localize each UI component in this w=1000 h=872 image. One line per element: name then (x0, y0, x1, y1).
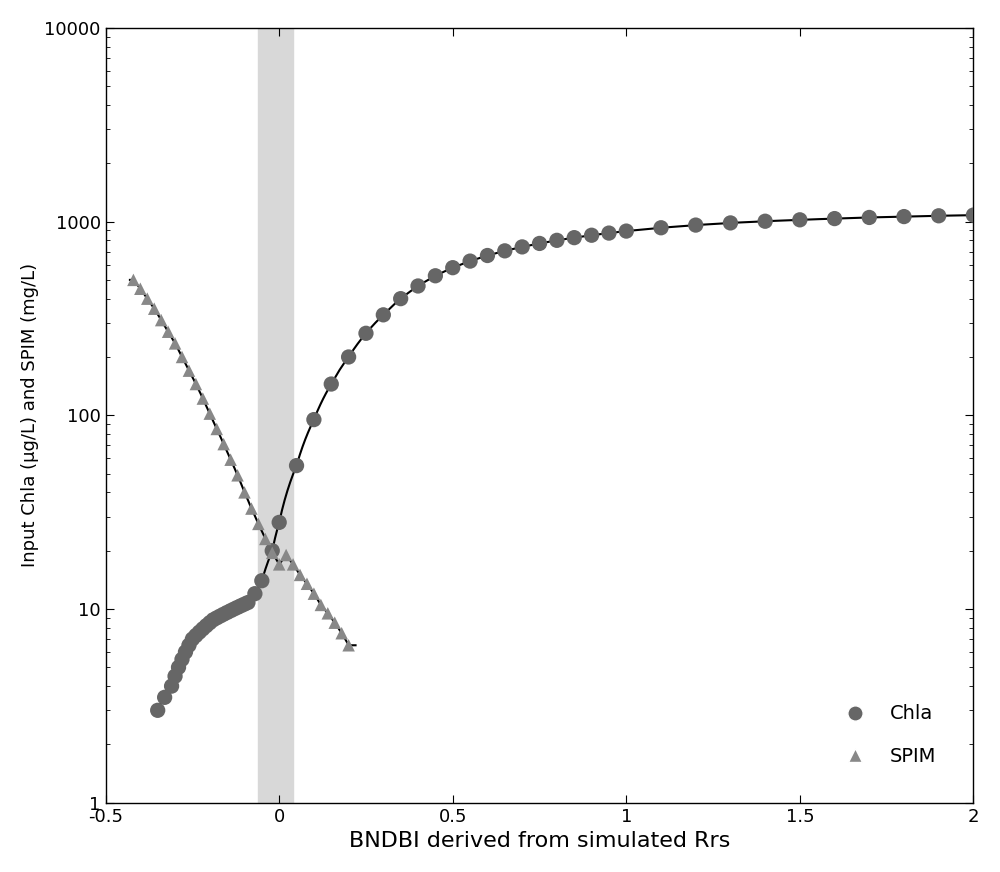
Point (549, 234, 565, 248)
Point (653, 221, 669, 235)
Point (139, 291, 155, 305)
Point (219, 605, 235, 619)
Point (323, 377, 339, 391)
Point (250, 517, 266, 531)
Point (327, 616, 343, 630)
Point (264, 546, 280, 560)
Point (150, 704, 166, 718)
Point (792, 213, 808, 227)
Point (181, 638, 197, 652)
Point (334, 626, 350, 640)
Point (375, 308, 391, 322)
Point (164, 679, 180, 693)
Point (257, 532, 273, 546)
Point (188, 377, 204, 391)
Point (174, 350, 190, 364)
Point (313, 598, 329, 612)
Point (427, 269, 443, 283)
Point (243, 501, 259, 515)
Point (861, 210, 877, 224)
Point (757, 215, 773, 228)
Point (271, 557, 287, 571)
Point (195, 392, 211, 405)
Point (230, 601, 246, 615)
Point (285, 557, 301, 571)
Point (618, 224, 634, 238)
Point (931, 208, 947, 222)
Point (514, 240, 530, 254)
Point (306, 587, 322, 601)
Point (358, 326, 374, 340)
Point (212, 609, 228, 623)
Point (223, 603, 239, 617)
Point (125, 273, 141, 287)
Point (202, 616, 218, 630)
Point (205, 613, 221, 627)
Point (306, 412, 322, 426)
Point (462, 254, 478, 268)
Point (299, 576, 315, 590)
Point (827, 212, 843, 226)
Point (292, 568, 308, 582)
Point (177, 645, 193, 659)
Point (278, 548, 294, 562)
Point (236, 597, 252, 611)
Point (209, 422, 225, 436)
Point (153, 313, 169, 327)
Point (254, 574, 270, 588)
Point (393, 291, 409, 305)
Point (146, 302, 162, 316)
Point (188, 629, 204, 643)
Point (230, 468, 246, 482)
Point (271, 515, 287, 529)
Point (566, 231, 582, 245)
Point (410, 279, 426, 293)
Point (209, 611, 225, 625)
Point (184, 632, 200, 646)
Point (167, 669, 183, 683)
Point (132, 282, 148, 296)
Point (479, 249, 495, 262)
Point (722, 216, 738, 230)
Point (171, 660, 187, 674)
Point (497, 244, 513, 258)
Point (174, 652, 190, 666)
Point (240, 596, 256, 610)
Point (216, 437, 232, 451)
X-axis label: BNDBI derived from simulated Rrs: BNDBI derived from simulated Rrs (349, 831, 730, 851)
Point (202, 406, 218, 420)
Point (198, 619, 214, 633)
Point (341, 350, 357, 364)
Point (896, 209, 912, 223)
Point (157, 691, 173, 705)
Point (264, 544, 280, 558)
Point (247, 587, 263, 601)
Point (226, 602, 242, 616)
Point (341, 638, 357, 652)
Point (181, 364, 197, 378)
Point (195, 622, 211, 636)
Point (584, 228, 600, 242)
Bar (258, 28, 293, 803)
Point (236, 486, 252, 500)
Y-axis label: Input Chla (μg/L) and SPIM (mg/L): Input Chla (μg/L) and SPIM (mg/L) (21, 263, 39, 568)
Point (160, 324, 176, 338)
Legend: Chla, SPIM: Chla, SPIM (828, 697, 944, 773)
Point (445, 261, 461, 275)
Point (289, 459, 305, 473)
Point (167, 337, 183, 351)
Point (191, 625, 207, 639)
Point (223, 453, 239, 467)
Point (216, 607, 232, 621)
Point (688, 218, 704, 232)
Point (965, 208, 981, 222)
Point (532, 236, 548, 250)
Point (233, 599, 249, 613)
Point (601, 226, 617, 240)
Point (320, 606, 336, 620)
